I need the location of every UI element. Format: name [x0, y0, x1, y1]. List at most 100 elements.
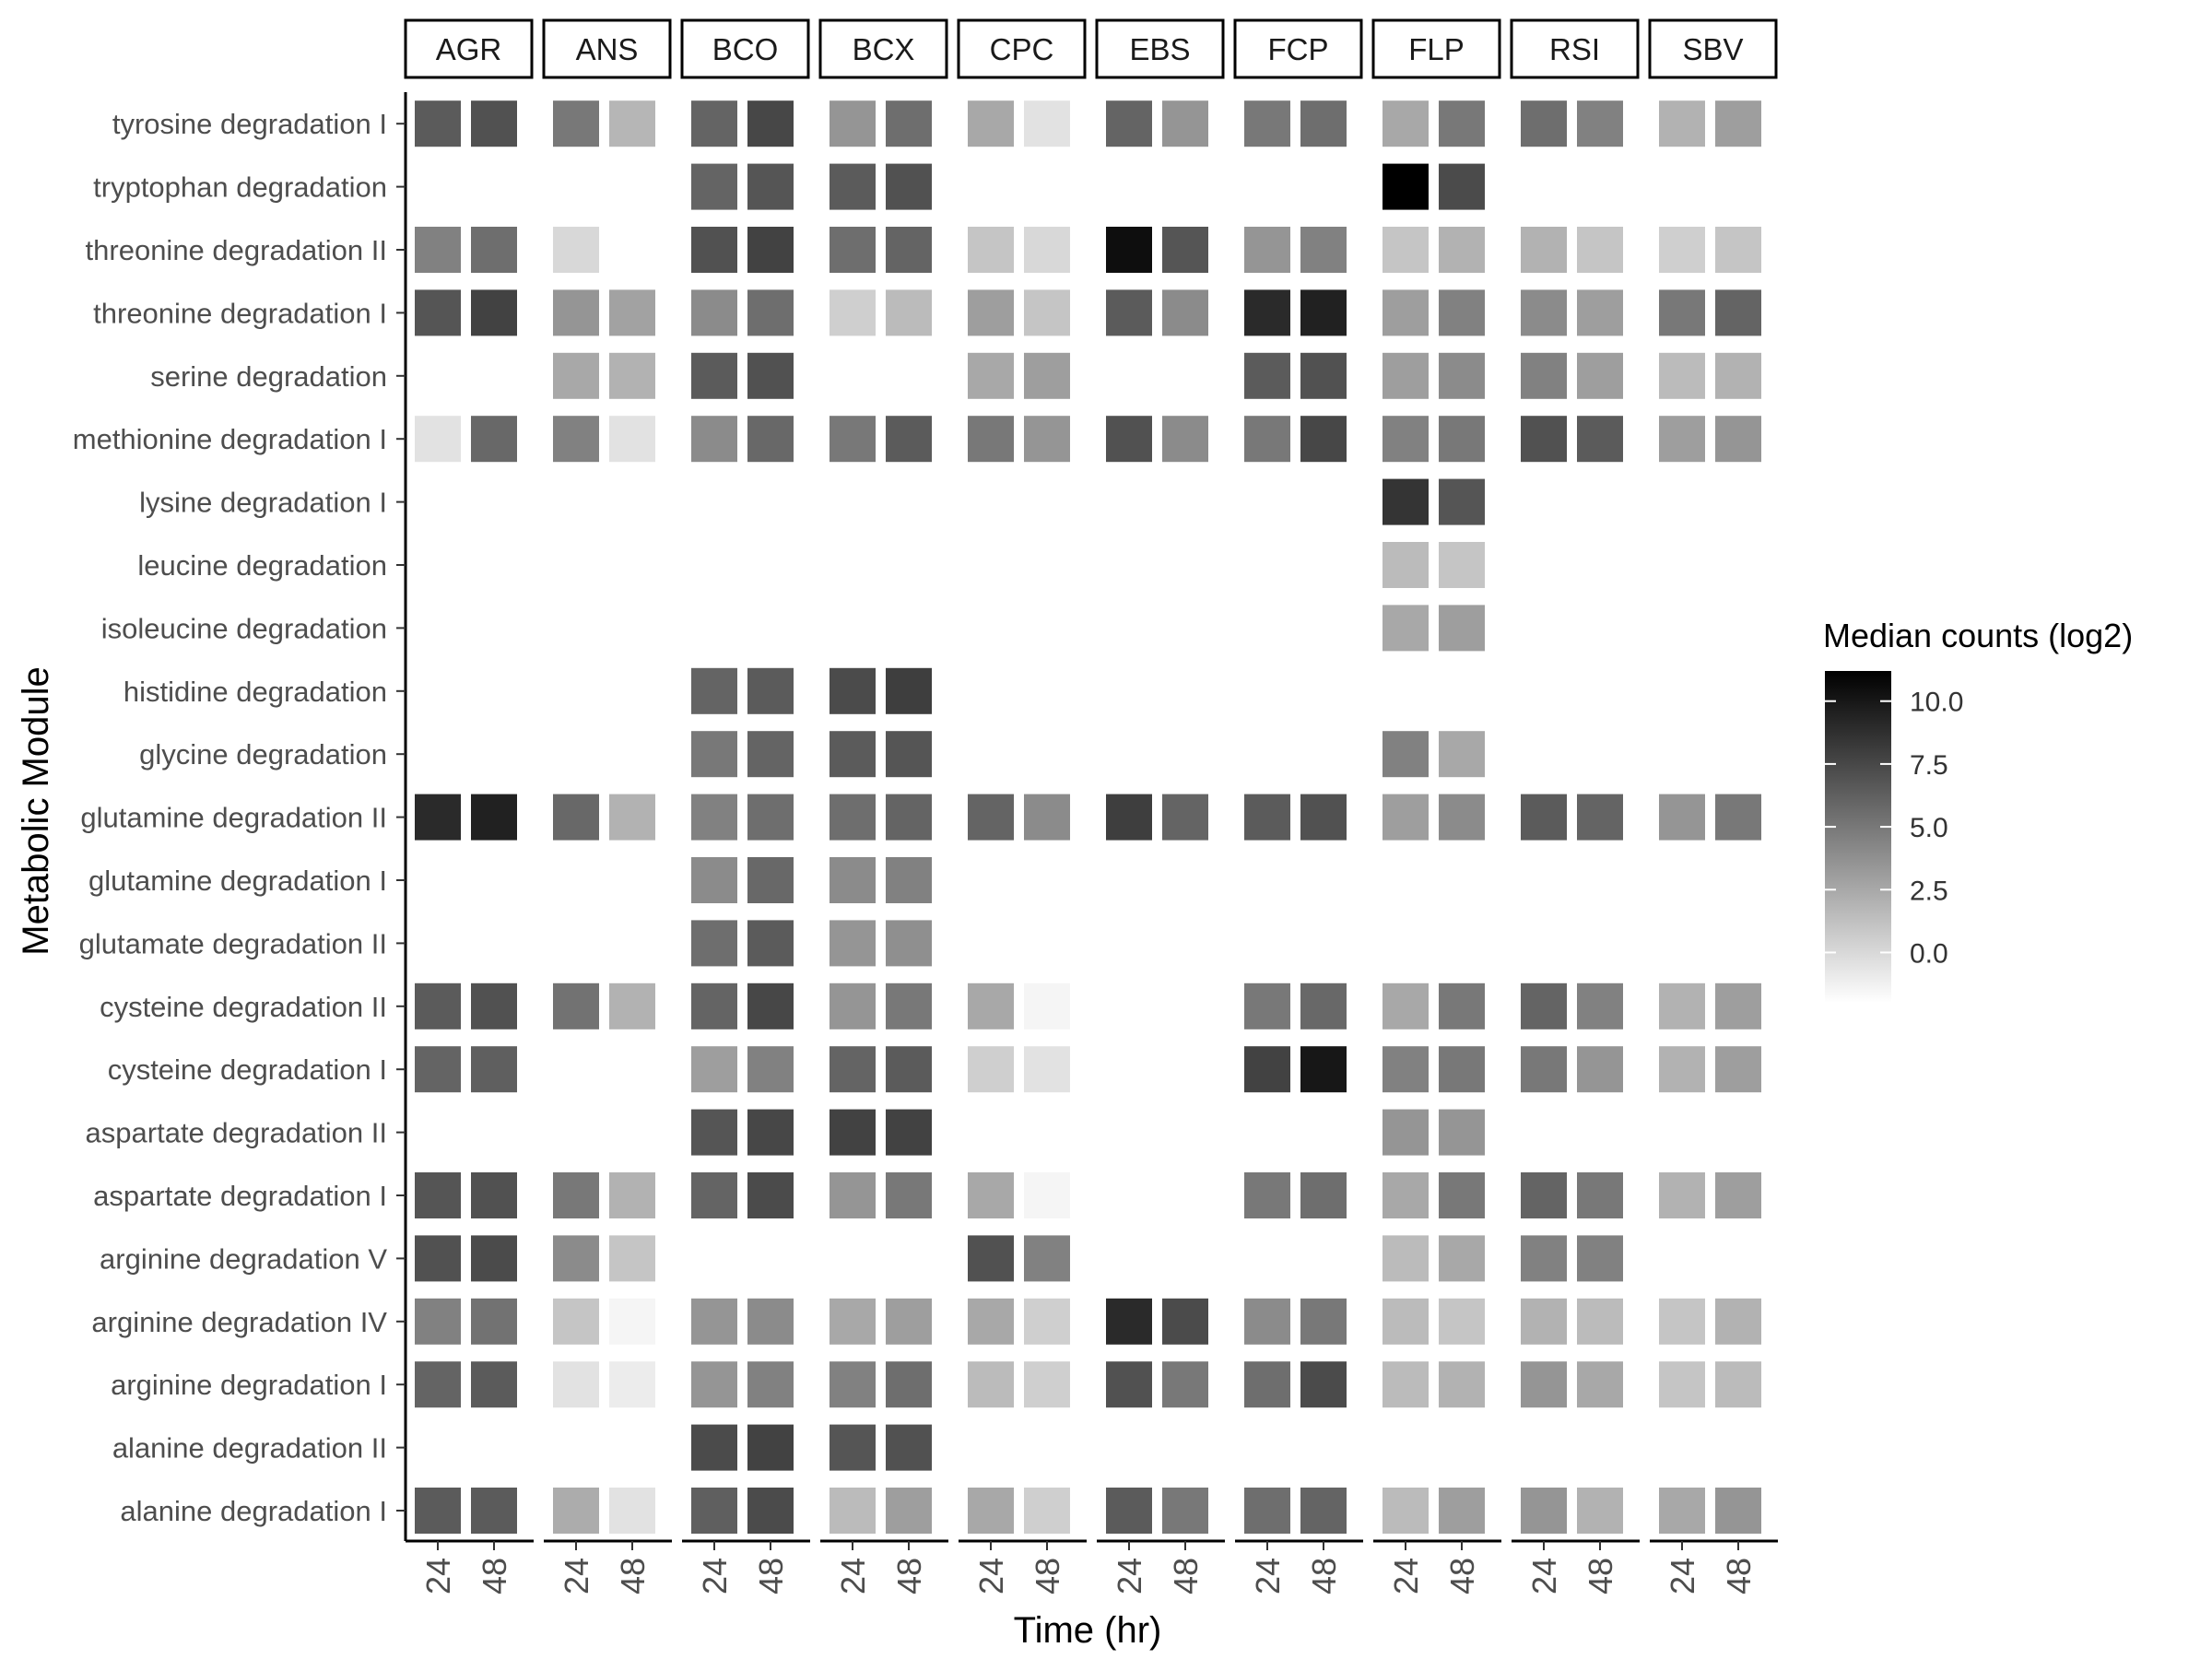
- heatmap-cell: [1300, 1298, 1347, 1345]
- heatmap-cell: [691, 1109, 737, 1156]
- panel-label: FCP: [1268, 32, 1329, 66]
- x-tick-label: 48: [1720, 1558, 1758, 1594]
- heatmap-cell: [691, 289, 737, 336]
- heatmap-cell: [1577, 1046, 1623, 1093]
- heatmap-cell: [1439, 731, 1485, 778]
- legend: Median counts (log2) 10.0 7.5 5.0 2.5 0.0: [1823, 617, 2133, 1003]
- heatmap-cell: [747, 1488, 794, 1534]
- heatmap-cell: [609, 1361, 655, 1408]
- heatmap-cell: [691, 1298, 737, 1345]
- heatmap-cell: [1024, 100, 1070, 147]
- y-tick-label: cysteine degradation II: [100, 991, 387, 1023]
- heatmap-cell: [553, 1298, 599, 1345]
- heatmap-cell: [830, 731, 876, 778]
- heatmap-cell: [1715, 289, 1761, 336]
- heatmap-cell: [1659, 416, 1705, 463]
- heatmap-cell: [609, 100, 655, 147]
- heatmap-cell: [830, 100, 876, 147]
- heatmap-cell: [1300, 794, 1347, 841]
- heatmap-cell: [886, 1109, 932, 1156]
- heatmap-cell: [415, 1046, 461, 1093]
- heatmap-cell: [1577, 1235, 1623, 1282]
- heatmap-cell: [1521, 1235, 1567, 1282]
- heatmap-cell: [553, 1361, 599, 1408]
- x-tick-label: 24: [558, 1558, 595, 1594]
- heatmap-cell: [1106, 227, 1152, 273]
- heatmap-cell: [471, 1488, 517, 1534]
- x-tick-label: 24: [834, 1558, 872, 1594]
- y-tick-label: histidine degradation: [124, 676, 387, 708]
- heatmap-cell: [968, 1046, 1014, 1093]
- heatmap-cell: [1439, 478, 1485, 525]
- heatmap-cell: [691, 857, 737, 903]
- heatmap-cell: [415, 1298, 461, 1345]
- heatmap-cell: [747, 920, 794, 967]
- heatmap-cell: [1244, 1172, 1290, 1218]
- heatmap-cell: [1382, 1172, 1429, 1218]
- heatmap-cell: [1439, 352, 1485, 399]
- heatmap-cell: [471, 1046, 517, 1093]
- heatmap-cell: [1382, 1046, 1429, 1093]
- legend-tick-label: 7.5: [1910, 750, 1948, 781]
- heatmap-cell: [1577, 227, 1623, 273]
- heatmap-cell: [1162, 1361, 1208, 1408]
- heatmap-cell: [1439, 1235, 1485, 1282]
- heatmap-cell: [1382, 352, 1429, 399]
- heatmap-cell: [747, 1361, 794, 1408]
- heatmap-cell: [1659, 794, 1705, 841]
- legend-title: Median counts (log2): [1823, 617, 2133, 654]
- heatmap-cell: [1715, 982, 1761, 1030]
- heatmap-cell: [1244, 1046, 1290, 1093]
- heatmap-cell: [1521, 289, 1567, 336]
- x-tick-label: 24: [1525, 1558, 1563, 1594]
- panel-label: ANS: [576, 32, 639, 66]
- x-tick-label: 24: [1387, 1558, 1425, 1594]
- heatmap-cell: [1715, 1488, 1761, 1534]
- y-tick-label: alanine degradation II: [112, 1432, 387, 1465]
- panel-strip: [957, 18, 1087, 79]
- heatmap-cell: [609, 1172, 655, 1218]
- x-tick-label: 48: [1443, 1558, 1481, 1594]
- heatmap-cell: [609, 352, 655, 399]
- heatmap-cell: [1577, 794, 1623, 841]
- heatmap-cell: [1300, 982, 1347, 1030]
- heatmap-cell: [1300, 1172, 1347, 1218]
- heatmap-cell: [1162, 1488, 1208, 1534]
- heatmap-cell: [1024, 1488, 1070, 1534]
- panel-strip: [542, 18, 672, 79]
- heatmap-cell: [1715, 416, 1761, 463]
- heatmap-cell: [830, 1424, 876, 1471]
- x-tick-label: 48: [1305, 1558, 1343, 1594]
- heatmap-cell: [886, 731, 932, 778]
- heatmap-cell: [1244, 1298, 1290, 1345]
- heatmap-cell: [1659, 289, 1705, 336]
- panel-strip: [818, 18, 948, 79]
- heatmap-cell: [471, 794, 517, 841]
- x-tick-label: 24: [972, 1558, 1010, 1594]
- heatmap-cell: [1715, 227, 1761, 273]
- heatmap-cell: [1521, 352, 1567, 399]
- heatmap-cell: [691, 1046, 737, 1093]
- y-tick-label: arginine degradation I: [111, 1369, 387, 1401]
- heatmap-cell: [1244, 982, 1290, 1030]
- heatmap-cell: [1382, 731, 1429, 778]
- panel-label: CPC: [990, 32, 1054, 66]
- heatmap-cell: [1715, 100, 1761, 147]
- heatmap-cell: [1300, 416, 1347, 463]
- heatmap-cell: [553, 1172, 599, 1218]
- x-tick-label: 48: [1582, 1558, 1619, 1594]
- heatmap-cell: [1300, 227, 1347, 273]
- y-tick-label: serine degradation: [150, 360, 387, 393]
- heatmap-cell: [1715, 794, 1761, 841]
- heatmap-cell: [553, 352, 599, 399]
- heatmap-cell: [609, 289, 655, 336]
- heatmap-cell: [1715, 352, 1761, 399]
- heatmap-cell: [1659, 982, 1705, 1030]
- heatmap-cell: [1439, 982, 1485, 1030]
- heatmap-cell: [1577, 1298, 1623, 1345]
- heatmap-cell: [1162, 100, 1208, 147]
- heatmap-cell: [1521, 1361, 1567, 1408]
- y-tick-label: lysine degradation I: [139, 487, 387, 519]
- heatmap-cell: [691, 920, 737, 967]
- heatmap-cell: [1382, 1361, 1429, 1408]
